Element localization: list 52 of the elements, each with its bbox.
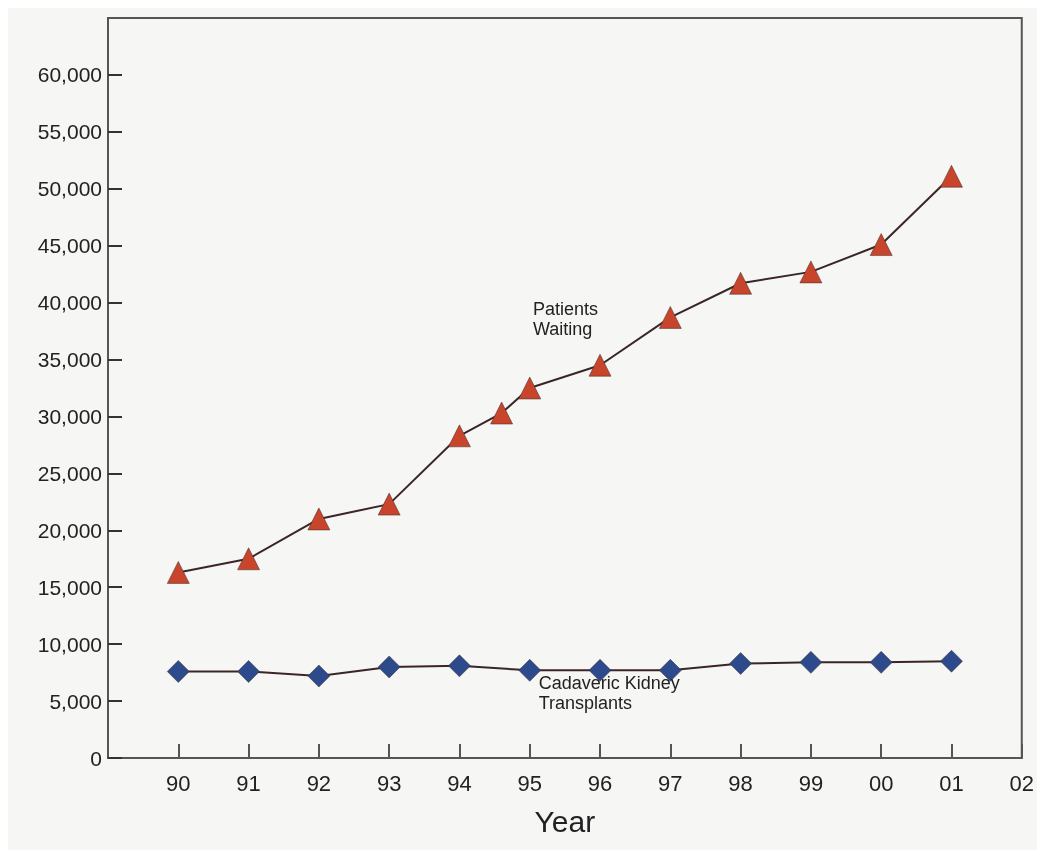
- point: [659, 306, 682, 329]
- point: [799, 651, 823, 674]
- x-tick-label: 00: [868, 770, 894, 796]
- y-tick-label: 15,000: [37, 575, 102, 599]
- x-tick-label: 99: [798, 770, 824, 796]
- point: [940, 649, 963, 673]
- x-tick-label: 94: [447, 770, 472, 796]
- x-tick-label: 96: [587, 770, 613, 796]
- x-tick-label: 98: [728, 770, 753, 796]
- y-tick-label: 30,000: [37, 404, 102, 428]
- point: [799, 260, 823, 284]
- point: [869, 651, 893, 674]
- point: [490, 401, 513, 425]
- point: [307, 507, 331, 531]
- point: [518, 659, 541, 682]
- point: [448, 424, 471, 448]
- x-tick-label: 91: [236, 770, 261, 796]
- point: [377, 655, 401, 679]
- y-tick-label: 55,000: [37, 120, 102, 144]
- point: [237, 547, 260, 571]
- x-tick-label: 93: [376, 770, 402, 796]
- point: [307, 664, 331, 688]
- x-tick-label: 02: [1009, 770, 1035, 796]
- y-tick-label: 35,000: [37, 348, 102, 372]
- point: [940, 165, 963, 188]
- point: [167, 660, 190, 683]
- point: [167, 561, 190, 584]
- y-tick-label: 50,000: [37, 177, 102, 201]
- x-tick-label: 01: [939, 770, 964, 796]
- y-tick-label: 25,000: [37, 461, 102, 485]
- x-tick-label: 92: [306, 770, 332, 796]
- y-tick-label: 20,000: [37, 518, 102, 542]
- point: [869, 233, 893, 256]
- y-tick-label: 40,000: [37, 291, 102, 315]
- x-tick-label: 97: [658, 770, 683, 796]
- point: [377, 492, 401, 516]
- point: [729, 652, 752, 675]
- y-tick-label: 45,000: [37, 234, 102, 258]
- point: [448, 654, 471, 678]
- point: [237, 660, 260, 683]
- x-tick-label: 90: [166, 770, 191, 796]
- x-tick-label: 95: [517, 770, 542, 796]
- y-tick-label: 10,000: [37, 632, 102, 656]
- x-axis-title: Year: [534, 804, 596, 838]
- series-label: Cadaveric Kidney Transplants: [538, 672, 685, 713]
- point: [518, 376, 541, 400]
- y-tick-label: 0: [90, 746, 102, 770]
- y-tick-label: 60,000: [37, 63, 102, 87]
- point: [729, 272, 752, 295]
- series-label: Patients Waiting: [533, 299, 604, 340]
- point: [588, 353, 612, 377]
- y-tick-label: 5,000: [49, 689, 102, 713]
